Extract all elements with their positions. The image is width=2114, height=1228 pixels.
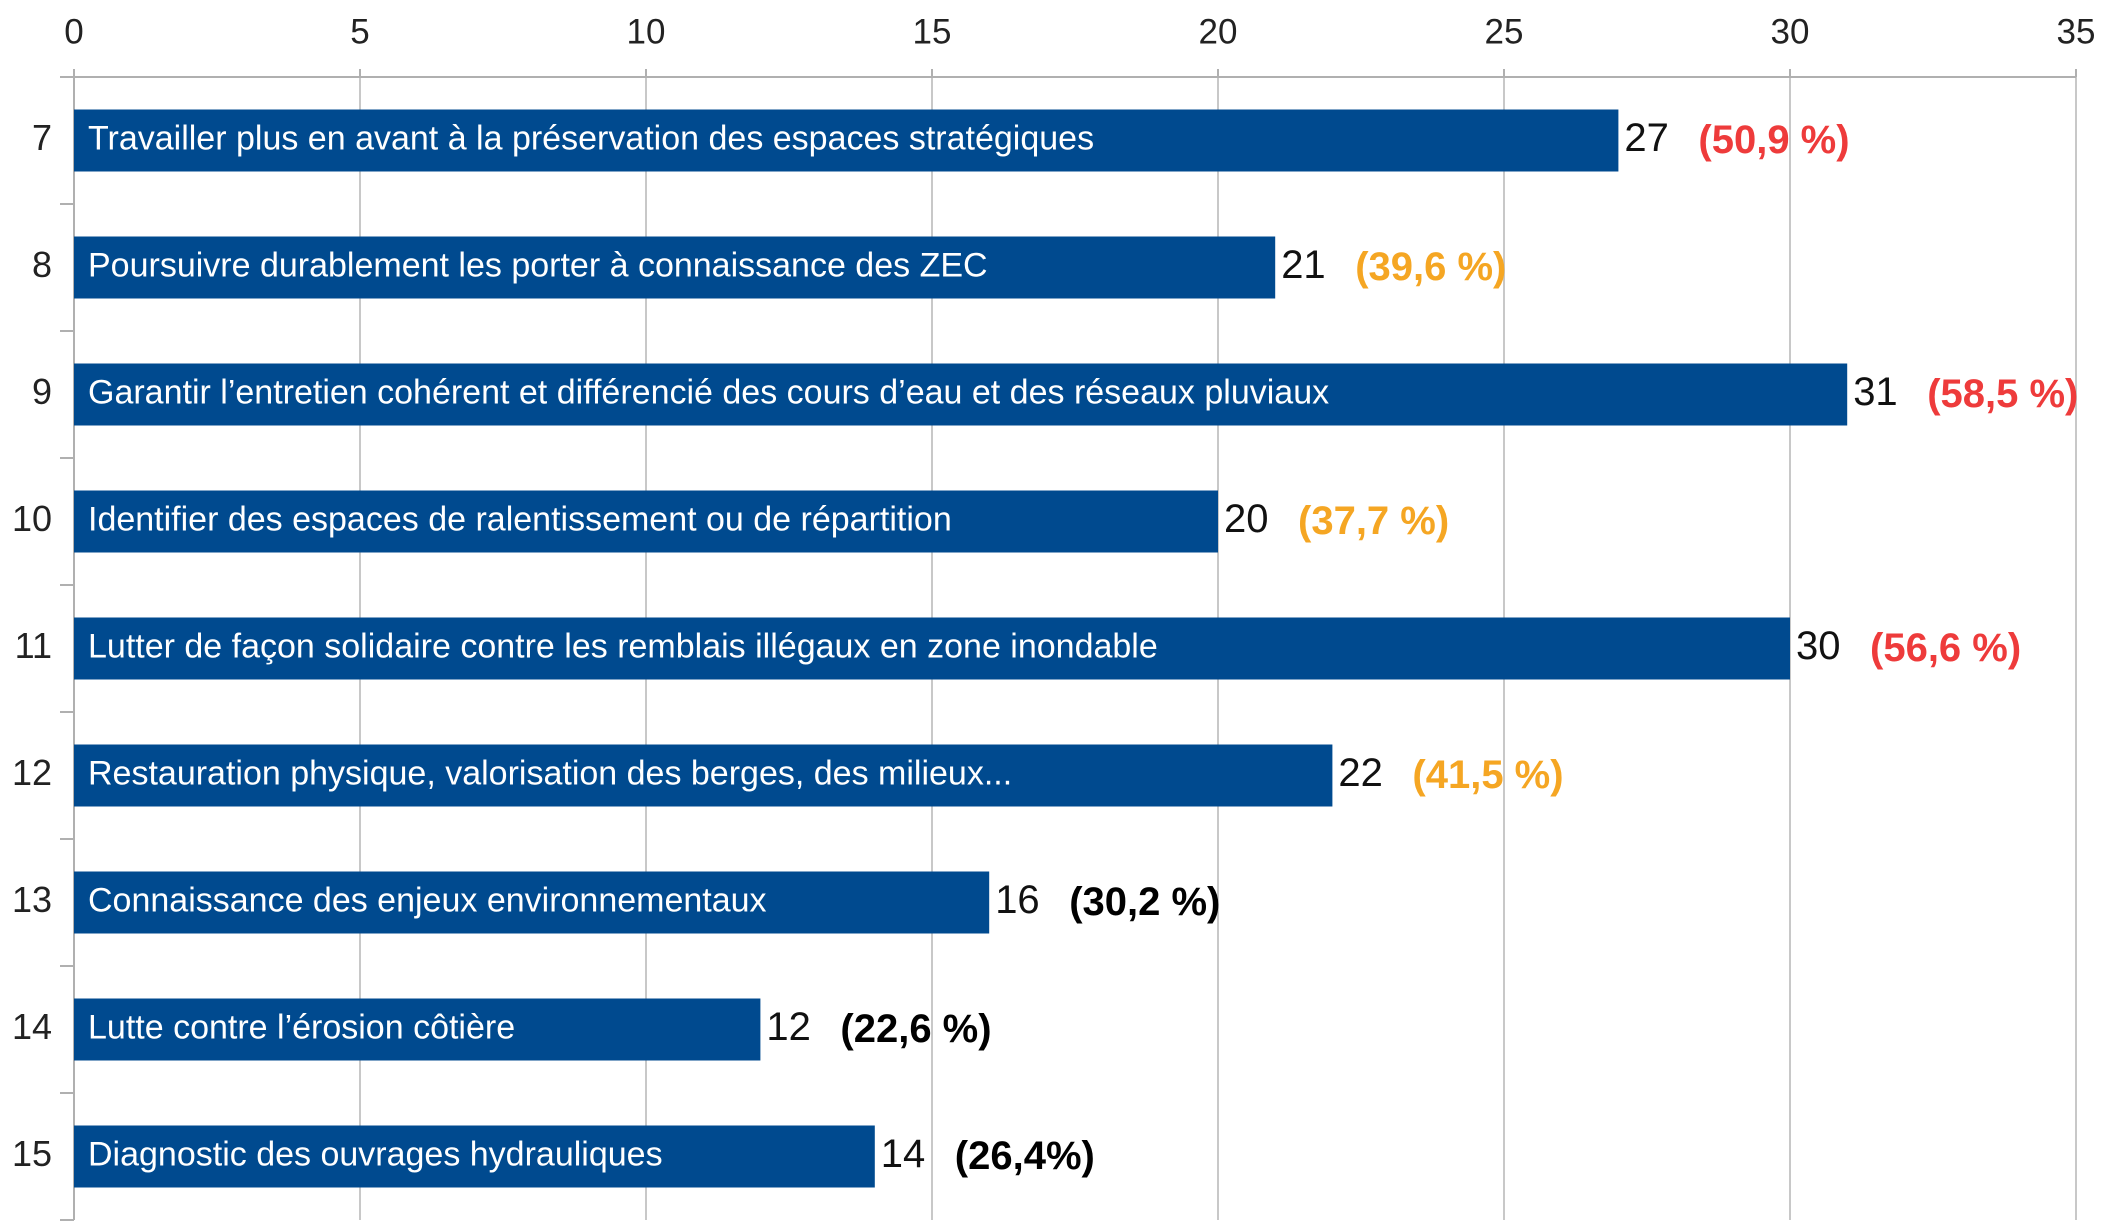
value-label: 31: [1853, 370, 1898, 414]
bar-label: Identifier des espaces de ralentissement…: [88, 500, 952, 538]
value-label: 22: [1338, 751, 1383, 795]
x-tick-label: 5: [350, 12, 369, 51]
bar-label: Lutte contre l’érosion côtière: [88, 1008, 515, 1046]
y-tick-label: 14: [12, 1006, 52, 1047]
value-label: 12: [766, 1005, 811, 1049]
y-tick-label: 8: [32, 244, 52, 285]
bar-label: Travailler plus en avant à la préservati…: [88, 119, 1094, 157]
bar: [74, 998, 761, 1061]
annotation: (58,5 %): [1927, 372, 2078, 416]
x-tick-label: 35: [2057, 12, 2096, 51]
annotation: (37,7 %): [1298, 499, 1449, 543]
annotation: (50,9 %): [1698, 118, 1849, 162]
bar-label: Diagnostic des ouvrages hydrauliques: [88, 1135, 663, 1173]
y-tick-label: 13: [12, 879, 52, 920]
x-tick-label: 30: [1771, 12, 1810, 51]
y-tick-label: 12: [12, 752, 52, 793]
x-tick-label: 0: [64, 12, 83, 51]
value-label: 16: [995, 878, 1039, 922]
annotation: (26,4%): [955, 1134, 1095, 1178]
y-tick-label: 15: [12, 1133, 52, 1174]
bar: [74, 871, 990, 934]
bar-label: Garantir l’entretien cohérent et différe…: [88, 373, 1329, 411]
annotation: (41,5 %): [1412, 753, 1563, 797]
bar: [74, 744, 1333, 807]
x-tick-label: 15: [913, 12, 952, 51]
bar: [74, 1125, 875, 1188]
bar: [74, 363, 1848, 426]
value-label: 21: [1281, 243, 1326, 287]
annotation: (39,6 %): [1355, 245, 1506, 289]
bar: [74, 617, 1790, 680]
y-tick-label: 9: [32, 371, 52, 412]
value-label: 20: [1224, 497, 1269, 541]
bar-label: Connaissance des enjeux environnementaux: [88, 881, 767, 919]
x-tick-label: 25: [1485, 12, 1524, 51]
value-label: 14: [881, 1132, 926, 1176]
bar: [74, 490, 1218, 553]
annotation: (56,6 %): [1870, 626, 2021, 670]
annotation: (22,6 %): [840, 1007, 991, 1051]
bar-label: Lutter de façon solidaire contre les rem…: [88, 627, 1158, 665]
bar-label: Poursuivre durablement les porter à conn…: [88, 246, 988, 284]
y-tick-label: 7: [32, 117, 52, 158]
y-tick-label: 11: [15, 625, 52, 666]
x-tick-label: 20: [1199, 12, 1238, 51]
value-label: 27: [1624, 116, 1669, 160]
bar: [74, 236, 1276, 299]
value-label: 30: [1796, 624, 1841, 668]
bar: [74, 109, 1619, 172]
bar-label: Restauration physique, valorisation des …: [88, 754, 1012, 792]
annotation: (30,2 %): [1069, 880, 1220, 924]
x-tick-label: 10: [627, 12, 666, 51]
y-tick-label: 10: [12, 498, 52, 539]
